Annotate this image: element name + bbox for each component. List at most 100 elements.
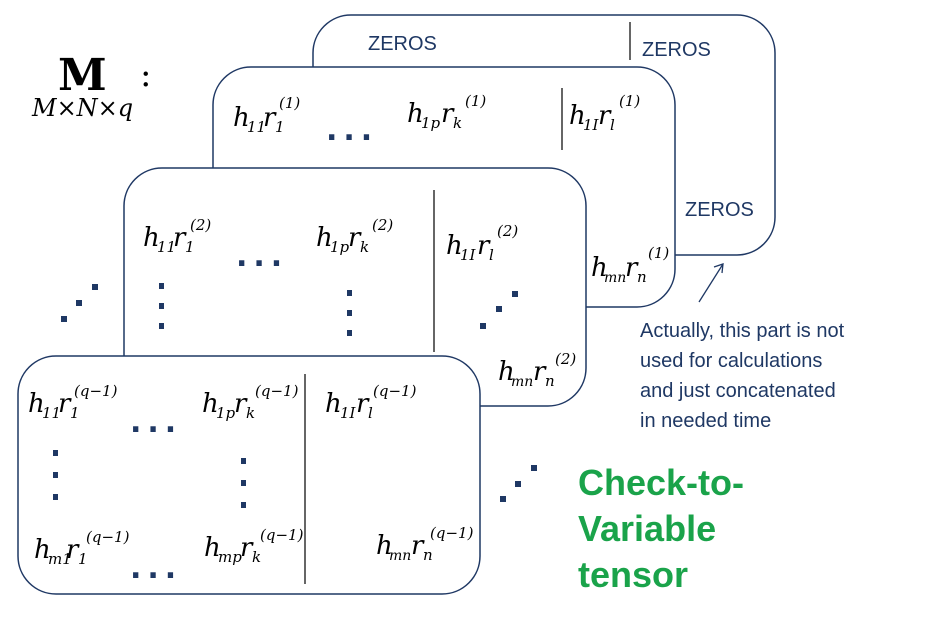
svg-text:h: h — [376, 531, 393, 561]
svg-text:h: h — [204, 533, 221, 563]
svg-text:h: h — [407, 99, 424, 129]
stack-ddots-right — [500, 465, 537, 502]
svg-text:(2): (2) — [497, 222, 518, 240]
diagram-title: Check-to- Variable tensor — [578, 460, 778, 598]
svg-text:r: r — [58, 389, 72, 419]
svg-text:r: r — [411, 531, 425, 561]
svg-text:n: n — [637, 268, 647, 286]
layer1-element-h1prk: h 1p r k (1) — [407, 92, 486, 132]
svg-text:r: r — [234, 389, 248, 419]
layer2-ellipsis: ... — [236, 239, 288, 274]
svg-text:1p: 1p — [421, 114, 441, 132]
layer2-vdots-left — [159, 283, 164, 329]
layer2-vdots-right — [347, 290, 352, 336]
svg-text:mn: mn — [511, 374, 533, 390]
svg-text:h: h — [325, 389, 342, 419]
svg-text:r: r — [441, 99, 455, 129]
svg-text:(2): (2) — [190, 216, 211, 234]
note-text: Actually, this part is not used for calc… — [640, 320, 845, 432]
layer2-element-hmnrn: h mn r n (2) — [498, 350, 576, 390]
svg-text:h: h — [34, 535, 51, 565]
svg-text:l: l — [489, 246, 494, 264]
layer3-element-hm1r1: h m1 r 1 (q−1) — [34, 528, 130, 568]
layer3-element-hmprk: h mp r k (q−1) — [204, 526, 304, 566]
svg-text:h: h — [202, 389, 219, 419]
layer3-element-h1Irl: h 1I r l (q−1) — [325, 382, 417, 422]
svg-text:1: 1 — [78, 550, 88, 568]
svg-text:1I: 1I — [340, 404, 357, 422]
layer3-vdots-left — [53, 450, 58, 500]
svg-text:h: h — [316, 223, 333, 253]
layer3-vdots-right — [241, 458, 246, 508]
svg-text:11: 11 — [157, 238, 176, 256]
stack-ddots-left — [61, 284, 98, 322]
svg-text:r: r — [263, 103, 277, 133]
svg-text:1p: 1p — [330, 238, 350, 256]
svg-text:(q−1): (q−1) — [373, 382, 417, 400]
svg-text:l: l — [610, 116, 615, 134]
svg-text:r: r — [356, 389, 370, 419]
title-line-2: Variable — [578, 508, 717, 549]
svg-text:k: k — [246, 404, 255, 422]
svg-text:m1: m1 — [48, 550, 72, 568]
svg-text:h: h — [591, 253, 608, 283]
svg-text:k: k — [453, 114, 462, 132]
svg-text:h: h — [143, 223, 160, 253]
svg-text:r: r — [240, 533, 254, 563]
layer3-box — [17, 355, 481, 595]
svg-text:11: 11 — [247, 118, 266, 136]
svg-text:h: h — [233, 103, 250, 133]
layer3-ellipsis-top: ... — [130, 405, 182, 440]
svg-text:n: n — [545, 372, 555, 390]
svg-text:(q−1): (q−1) — [255, 382, 299, 400]
layer1-element-hmnrn: h mn r n (1) — [591, 244, 669, 286]
svg-text:r: r — [598, 101, 612, 131]
svg-text:1: 1 — [275, 118, 285, 136]
layer1-element-h11r1: h 11 r 1 (1) — [233, 94, 300, 136]
tensor-symbol: M — [58, 50, 107, 101]
layer3-ellipsis-bottom: ... — [130, 551, 182, 586]
svg-text:r: r — [348, 223, 362, 253]
svg-text:l: l — [368, 404, 373, 422]
zeros-label-2: ZEROS — [642, 39, 711, 61]
zeros-label-1: ZEROS — [368, 33, 437, 55]
layer2-element-h1Irl: h 1I r l (2) — [446, 222, 518, 264]
tensor-dims: M×N×q — [31, 94, 133, 122]
layer1-element-h1Irl: h 1I r l (1) — [569, 92, 640, 134]
svg-text:r: r — [477, 231, 491, 261]
svg-text:(1): (1) — [619, 92, 640, 110]
layer2-element-h11r1: h 11 r 1 (2) — [143, 216, 211, 256]
svg-text:(1): (1) — [465, 92, 486, 110]
svg-text:n: n — [423, 546, 433, 564]
title-line-3: tensor — [578, 554, 689, 595]
svg-text:(2): (2) — [372, 216, 393, 234]
title-line-1: Check-to- — [578, 462, 745, 503]
svg-text:1: 1 — [70, 404, 80, 422]
svg-text:mn: mn — [604, 270, 626, 286]
svg-text:(2): (2) — [555, 350, 576, 368]
svg-text:h: h — [569, 101, 586, 131]
svg-text:1I: 1I — [460, 246, 477, 264]
layer3-element-h11r1: h 11 r 1 (q−1) — [28, 382, 118, 422]
layer3-element-h1prk: h 1p r k (q−1) — [202, 382, 299, 422]
svg-text:r: r — [173, 223, 187, 253]
svg-text:1: 1 — [185, 238, 195, 256]
svg-text:h: h — [446, 231, 463, 261]
svg-text:(q−1): (q−1) — [430, 524, 474, 542]
svg-text:mn: mn — [389, 548, 411, 564]
svg-text:k: k — [252, 548, 261, 566]
svg-text:(1): (1) — [648, 244, 669, 262]
svg-text:h: h — [28, 389, 45, 419]
svg-text:1p: 1p — [216, 404, 236, 422]
svg-text:(1): (1) — [279, 94, 300, 112]
note-arrow — [698, 263, 724, 303]
svg-text:(q−1): (q−1) — [74, 382, 118, 400]
layer3-element-hmnrn: h mn r n (q−1) — [376, 524, 474, 564]
layer1-ellipsis: ... — [326, 113, 378, 148]
svg-text:r: r — [625, 253, 639, 283]
svg-text:11: 11 — [42, 404, 61, 422]
layer2-element-h1prk: h 1p r k (2) — [316, 216, 393, 256]
layer2-ddots — [480, 291, 518, 329]
svg-text:r: r — [66, 535, 80, 565]
